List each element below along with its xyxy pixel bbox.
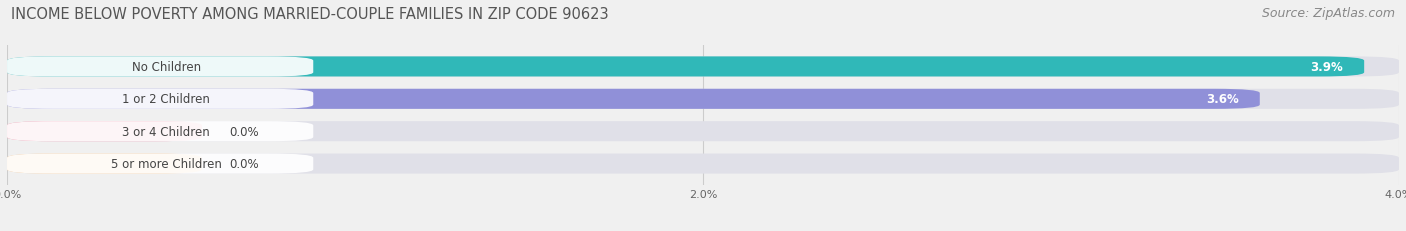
FancyBboxPatch shape: [7, 89, 1399, 109]
Text: No Children: No Children: [132, 61, 201, 74]
Text: 0.0%: 0.0%: [229, 125, 259, 138]
FancyBboxPatch shape: [7, 57, 314, 77]
Text: 3.6%: 3.6%: [1206, 93, 1239, 106]
Text: INCOME BELOW POVERTY AMONG MARRIED-COUPLE FAMILIES IN ZIP CODE 90623: INCOME BELOW POVERTY AMONG MARRIED-COUPL…: [11, 7, 609, 22]
FancyBboxPatch shape: [7, 57, 1364, 77]
Text: Source: ZipAtlas.com: Source: ZipAtlas.com: [1261, 7, 1395, 20]
Text: 1 or 2 Children: 1 or 2 Children: [122, 93, 211, 106]
FancyBboxPatch shape: [7, 122, 314, 142]
FancyBboxPatch shape: [7, 89, 314, 109]
FancyBboxPatch shape: [7, 154, 202, 174]
FancyBboxPatch shape: [7, 122, 202, 142]
FancyBboxPatch shape: [7, 154, 314, 174]
Text: 3 or 4 Children: 3 or 4 Children: [122, 125, 209, 138]
FancyBboxPatch shape: [7, 154, 1399, 174]
Text: 3.9%: 3.9%: [1310, 61, 1343, 74]
FancyBboxPatch shape: [7, 57, 1399, 77]
FancyBboxPatch shape: [7, 89, 1260, 109]
FancyBboxPatch shape: [7, 122, 1399, 142]
Text: 5 or more Children: 5 or more Children: [111, 157, 222, 170]
Text: 0.0%: 0.0%: [229, 157, 259, 170]
